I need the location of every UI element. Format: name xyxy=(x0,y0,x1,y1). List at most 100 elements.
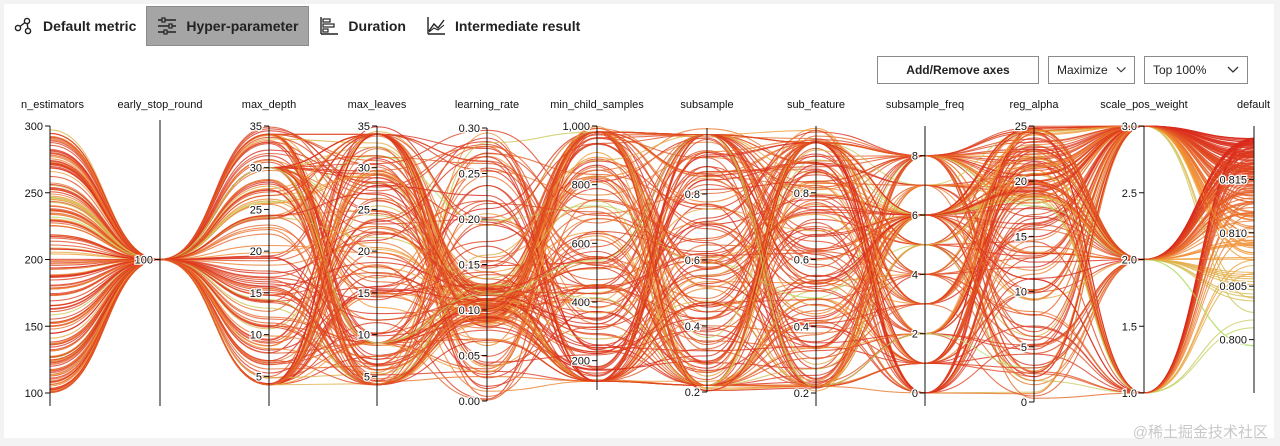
axis-tick-label: 30 xyxy=(250,163,262,175)
axis-sub-feature[interactable]: sub_feature 0.2 0.4 0.6 0.8 xyxy=(787,99,845,406)
axis-tick-label: 30 xyxy=(358,163,370,175)
axis-tick-label: 200 xyxy=(25,255,43,267)
axis-subsample[interactable]: subsample 0.2 0.4 0.6 0.8 xyxy=(680,99,733,400)
axis-tick-label: 4 xyxy=(912,269,918,281)
data-line xyxy=(49,144,1255,394)
top-percent-select-value: Top 100% xyxy=(1153,63,1207,77)
axis-tick-label: 25 xyxy=(358,204,370,216)
axis-tick-label: 2 xyxy=(912,329,918,341)
add-remove-axes-button[interactable]: Add/Remove axes xyxy=(877,56,1039,84)
axis-tick-label: 35 xyxy=(358,121,370,133)
axis-tick-label: 2.0 xyxy=(1122,255,1137,267)
data-line xyxy=(49,125,1255,387)
axis-default[interactable]: default 0.800 0.805 0.810 0.815 xyxy=(1218,99,1270,393)
tab-intermediate-result[interactable]: Intermediate result xyxy=(416,6,590,46)
data-line xyxy=(49,131,1255,397)
maximize-select[interactable]: Maximize xyxy=(1048,56,1135,84)
axis-label: reg_alpha xyxy=(1010,99,1060,111)
data-line xyxy=(49,133,1255,393)
axis-tick-label: 10 xyxy=(250,330,262,342)
axis-tick-label: 100 xyxy=(25,388,43,400)
axis-tick-label: 0.800 xyxy=(1219,335,1247,347)
axis-tick-label: 600 xyxy=(572,238,590,250)
axis-tick-label: 400 xyxy=(572,297,590,309)
axis-tick-label: 0.10 xyxy=(459,305,480,317)
axis-tick-label: 15 xyxy=(1015,231,1027,243)
axis-tick-label: 25 xyxy=(1015,121,1027,133)
axis-tick-label: 1.0 xyxy=(1122,388,1137,400)
axis-label: subsample xyxy=(680,99,733,111)
tab-intermediate-result-label: Intermediate result xyxy=(454,18,581,34)
axis-max-leaves[interactable]: max_leaves 5 10 15 20 25 30 35 xyxy=(348,99,407,406)
line-chart-icon xyxy=(427,17,445,35)
axis-label: subsample_freq xyxy=(886,99,964,111)
axis-tick-label: 15 xyxy=(250,288,262,300)
tab-hyper-parameter[interactable]: Hyper-parameter xyxy=(146,6,310,46)
axis-label: scale_pos_weight xyxy=(1100,99,1187,111)
data-line xyxy=(49,125,1255,380)
top-percent-select[interactable]: Top 100% xyxy=(1144,56,1248,84)
chart-toolbar: Add/Remove axes Maximize Top 100% xyxy=(877,56,1248,84)
axis-tick-label: 0.6 xyxy=(794,255,809,267)
axis-tick-label: 0.8 xyxy=(794,188,809,200)
data-line xyxy=(49,125,1255,334)
axis-scale-pos-weight[interactable]: scale_pos_weight 1.0 1.5 2.0 2.5 3.0 xyxy=(1100,99,1187,401)
chevron-down-icon xyxy=(1116,67,1126,73)
axis-tick-label: 0.05 xyxy=(459,351,480,363)
axis-label: default xyxy=(1237,99,1270,111)
axis-tick-label: 0.810 xyxy=(1219,228,1247,240)
tab-duration-label: Duration xyxy=(348,18,406,34)
axis-tick-label: 6 xyxy=(912,210,918,222)
axis-tick-label: 0.15 xyxy=(459,260,480,272)
axis-tick-label: 20 xyxy=(1015,176,1027,188)
data-line xyxy=(49,125,1255,386)
axis-tick-label: 3.0 xyxy=(1122,121,1137,133)
axis-subsample-freq[interactable]: subsample_freq 0 2 4 6 8 xyxy=(886,99,964,406)
tab-hyper-parameter-label: Hyper-parameter xyxy=(186,18,299,34)
axis-max-depth[interactable]: max_depth 5 10 15 20 25 30 35 xyxy=(242,99,296,406)
axis-early-stop-round[interactable]: early_stop_round 100 xyxy=(117,99,203,406)
bar-chart-icon xyxy=(320,17,339,35)
axis-tick-label: 0.4 xyxy=(794,321,809,333)
axis-tick-label: 20 xyxy=(250,246,262,258)
data-line xyxy=(49,142,1255,382)
axis-tick-label: 250 xyxy=(25,188,43,200)
axis-tick-label: 10 xyxy=(358,330,370,342)
axis-learning-rate[interactable]: learning_rate 0.00 0.05 0.10 0.15 0.20 0.25 0.3… xyxy=(455,99,519,409)
axis-tick-label: 15 xyxy=(358,288,370,300)
axis-label: max_depth xyxy=(242,99,296,111)
tab-duration[interactable]: Duration xyxy=(309,6,416,46)
axis-tick-label: 300 xyxy=(25,121,43,133)
axis-tick-label: 0.2 xyxy=(794,388,809,400)
axis-n-estimators[interactable]: n_estimators 100 150 200 250 300 xyxy=(21,99,84,406)
axis-tick-label: 0.6 xyxy=(685,255,700,267)
data-line xyxy=(49,137,1255,383)
axis-min-child-samples[interactable]: min_child_samples 200 400 600 800 1,000 xyxy=(550,99,644,390)
tab-default-metric[interactable]: Default metric xyxy=(4,6,146,46)
axis-tick-label: 0.805 xyxy=(1219,281,1247,293)
axis-tick-label: 0 xyxy=(912,388,918,400)
axis-tick-label: 800 xyxy=(572,180,590,192)
data-line xyxy=(49,134,1255,394)
sliders-icon xyxy=(158,17,177,35)
axis-reg-alpha[interactable]: reg_alpha 0 5 10 15 20 25 xyxy=(1010,99,1060,410)
axis-label: min_child_samples xyxy=(550,99,644,111)
axis-tick-label: 1,000 xyxy=(562,121,590,133)
axis-tick-label: 0.00 xyxy=(459,396,480,408)
axis-tick-label: 1.5 xyxy=(1122,321,1137,333)
data-line xyxy=(49,125,1255,264)
axis-tick-label: 25 xyxy=(250,204,262,216)
axis-tick-label: 8 xyxy=(912,151,918,163)
axis-tick-label: 200 xyxy=(572,356,590,368)
data-line xyxy=(49,134,1255,379)
view-tabs: Default metric Hyper-parameter Duration … xyxy=(4,6,590,46)
axis-label: max_leaves xyxy=(348,99,407,111)
axis-tick-label: 0.8 xyxy=(685,189,700,201)
axis-tick-label: 0.30 xyxy=(459,123,480,135)
axis-tick-label: 0.20 xyxy=(459,214,480,226)
axis-tick-label: 0.2 xyxy=(685,387,700,399)
axis-tick-label: 35 xyxy=(250,121,262,133)
axis-tick-label: 150 xyxy=(25,321,43,333)
axis-tick-label: 5 xyxy=(364,371,370,383)
